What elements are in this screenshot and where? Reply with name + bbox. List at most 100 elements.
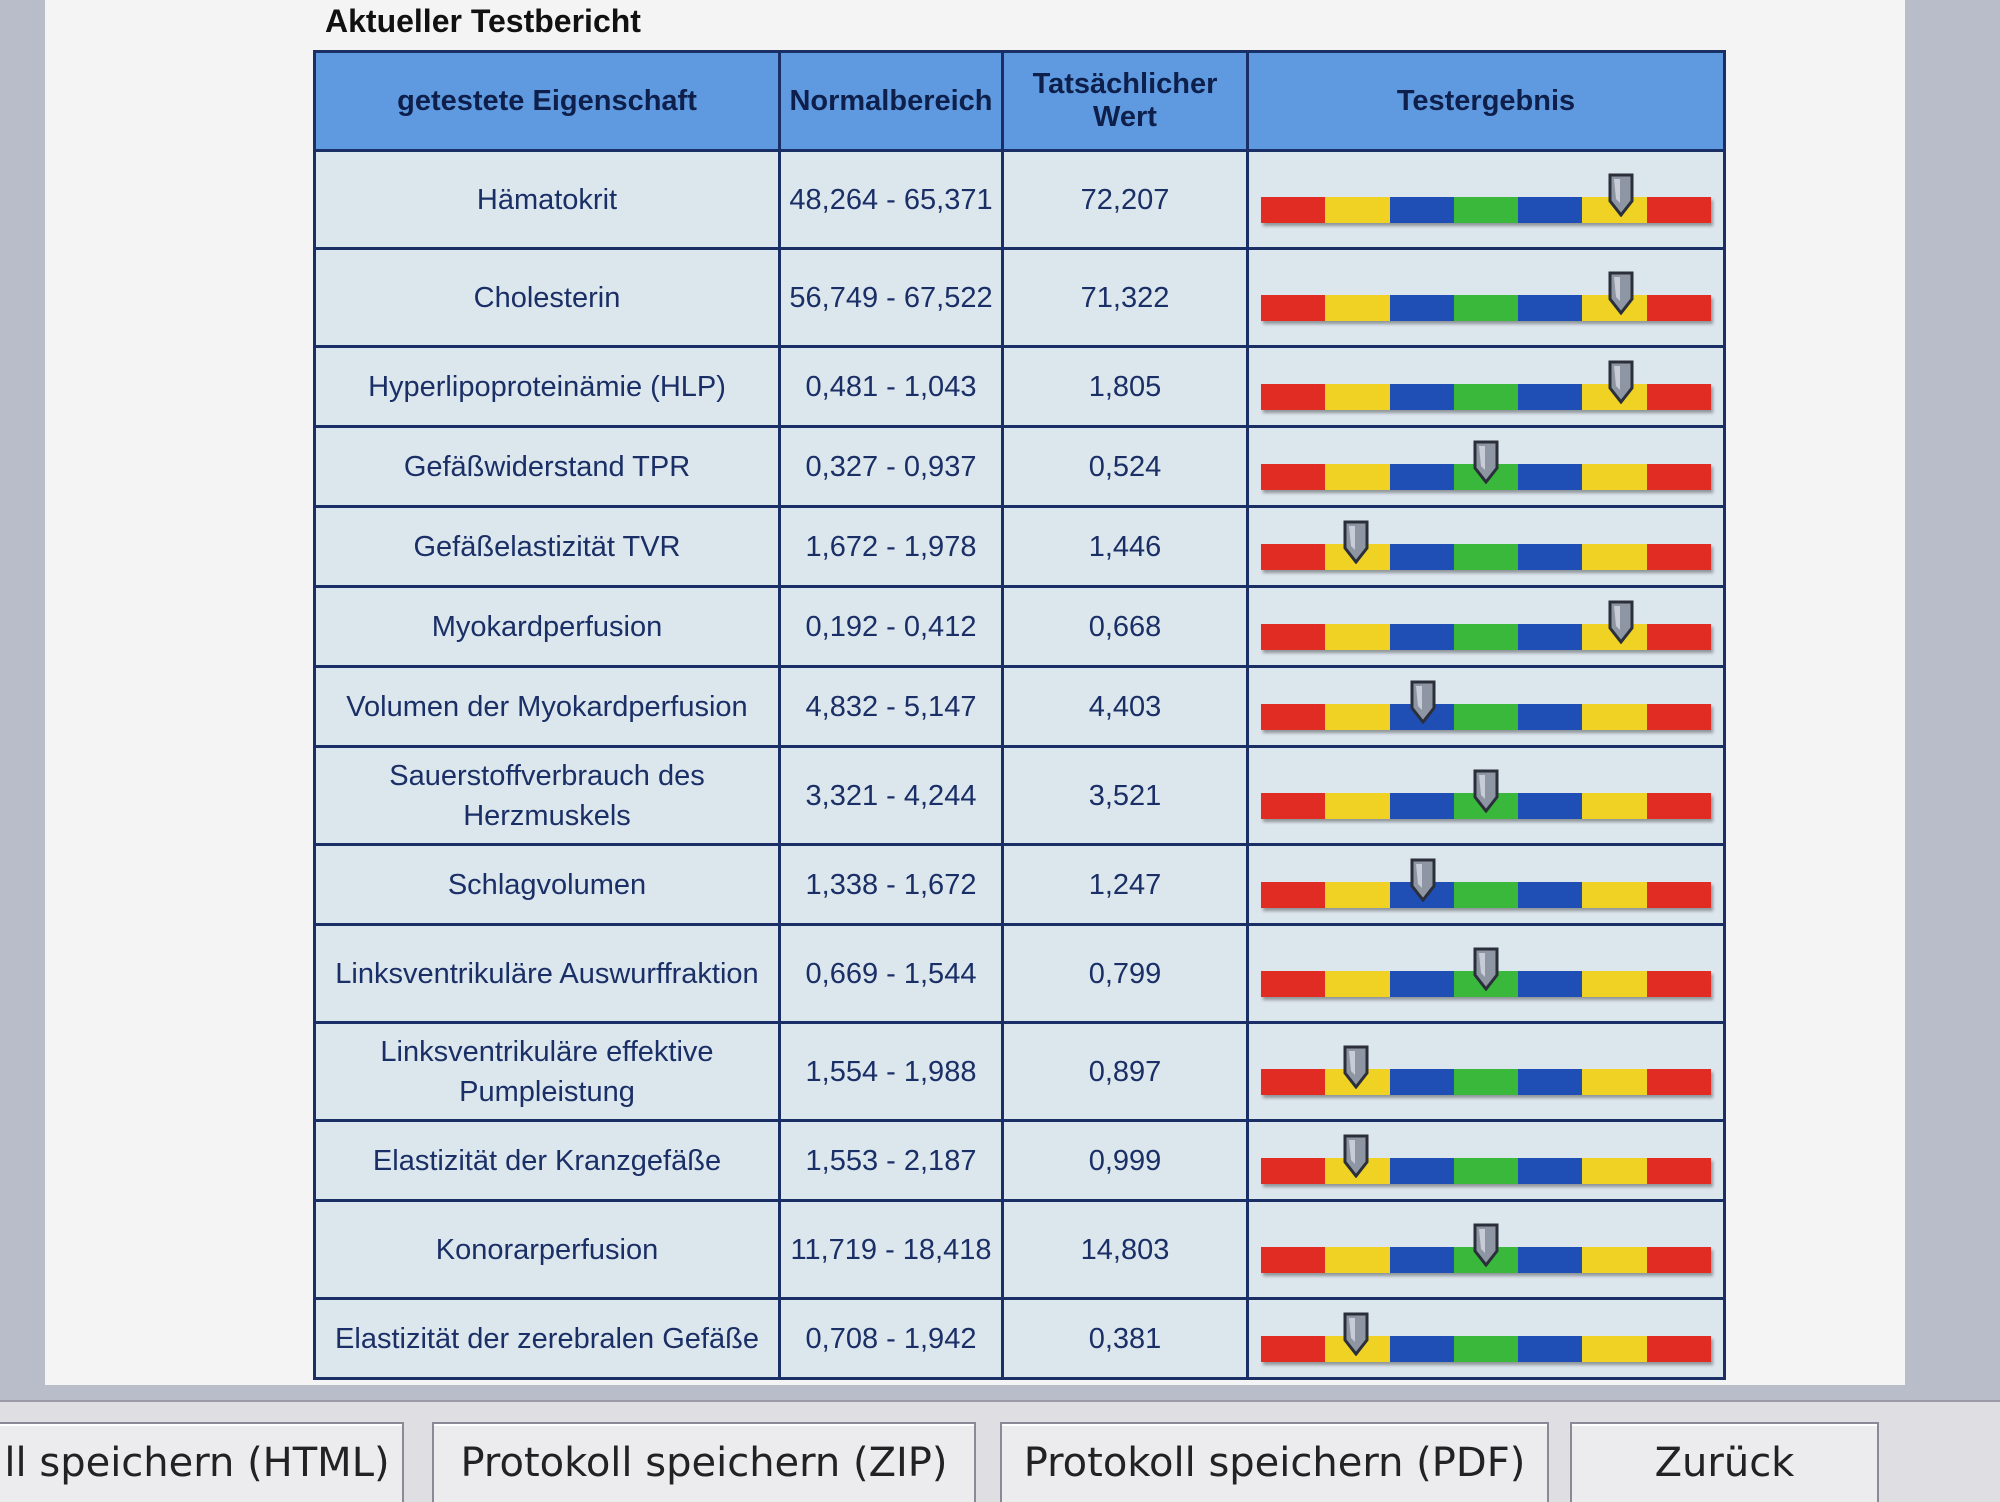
gauge-segment-yellow — [1325, 1246, 1390, 1273]
gauge-segment-yellow — [1325, 792, 1390, 819]
normal-range-cell: 11,719 - 18,418 — [778, 1199, 1004, 1300]
gauge-segment-blue — [1389, 792, 1454, 819]
property-cell: Schlagvolumen — [313, 843, 781, 926]
gauge-segment-blue — [1518, 623, 1583, 650]
gauge-marker-icon — [1608, 271, 1634, 315]
table-row: Gefäßwiderstand TPR 0,327 - 0,937 0,524 — [313, 425, 1726, 508]
result-gauge — [1261, 173, 1711, 227]
gauge-bar — [1261, 1068, 1711, 1095]
result-gauge-cell — [1246, 1297, 1726, 1380]
gauge-segment-blue — [1389, 623, 1454, 650]
normal-range-cell: 3,321 - 4,244 — [778, 745, 1004, 846]
gauge-segment-red — [1261, 1157, 1326, 1184]
gauge-segment-yellow — [1325, 463, 1390, 490]
result-gauge-cell — [1246, 585, 1726, 668]
gauge-segment-red — [1646, 970, 1711, 997]
gauge-marker-icon — [1608, 173, 1634, 217]
save-pdf-button[interactable]: Protokoll speichern (PDF) — [1000, 1422, 1549, 1502]
result-gauge-cell — [1246, 345, 1726, 428]
gauge-segment-yellow — [1325, 970, 1390, 997]
gauge-segment-blue — [1518, 543, 1583, 570]
gauge-segment-yellow — [1325, 881, 1390, 908]
gauge-segment-red — [1646, 792, 1711, 819]
report-page: Aktueller Testbericht getestete Eigensch… — [45, 0, 1905, 1385]
actual-value-cell: 0,897 — [1001, 1021, 1249, 1122]
gauge-segment-red — [1261, 463, 1326, 490]
gauge-segment-yellow — [1582, 543, 1647, 570]
result-gauge — [1261, 600, 1711, 654]
property-cell: Linksventrikuläre Auswurffraktion — [313, 923, 781, 1024]
gauge-segment-blue — [1389, 543, 1454, 570]
gauge-segment-blue — [1518, 703, 1583, 730]
gauge-segment-red — [1261, 196, 1326, 223]
back-button[interactable]: Zurück — [1570, 1422, 1879, 1502]
property-cell: Gefäßwiderstand TPR — [313, 425, 781, 508]
actual-value-cell: 71,322 — [1001, 247, 1249, 348]
button-bar: ll speichern (HTML) Protokoll speichern … — [0, 1400, 2000, 1502]
property-cell: Hyperlipoproteinämie (HLP) — [313, 345, 781, 428]
result-gauge — [1261, 1312, 1711, 1366]
gauge-segment-yellow — [1325, 383, 1390, 410]
gauge-segment-red — [1261, 1246, 1326, 1273]
actual-value-cell: 1,247 — [1001, 843, 1249, 926]
gauge-segment-red — [1261, 383, 1326, 410]
gauge-bar — [1261, 623, 1711, 650]
property-cell: Konorarperfusion — [313, 1199, 781, 1300]
table-row: Cholesterin 56,749 - 67,522 71,322 — [313, 247, 1726, 348]
table-row: Gefäßelastizität TVR 1,672 - 1,978 1,446 — [313, 505, 1726, 588]
gauge-segment-green — [1453, 1157, 1519, 1184]
save-html-button[interactable]: ll speichern (HTML) — [0, 1422, 404, 1502]
gauge-segment-blue — [1518, 1157, 1583, 1184]
gauge-segment-yellow — [1582, 792, 1647, 819]
actual-value-cell: 0,999 — [1001, 1119, 1249, 1202]
normal-range-cell: 0,708 - 1,942 — [778, 1297, 1004, 1380]
result-gauge-cell — [1246, 1119, 1726, 1202]
save-zip-button[interactable]: Protokoll speichern (ZIP) — [432, 1422, 976, 1502]
gauge-segment-blue — [1389, 463, 1454, 490]
result-gauge-cell — [1246, 505, 1726, 588]
table-row: Linksventrikuläre Auswurffraktion 0,669 -… — [313, 923, 1726, 1024]
property-cell: Myokardperfusion — [313, 585, 781, 668]
gauge-segment-red — [1261, 623, 1326, 650]
gauge-segment-red — [1261, 1335, 1326, 1362]
gauge-marker-icon — [1410, 680, 1436, 724]
gauge-segment-red — [1646, 543, 1711, 570]
gauge-segment-blue — [1389, 1335, 1454, 1362]
gauge-segment-green — [1453, 623, 1519, 650]
gauge-segment-green — [1453, 1335, 1519, 1362]
gauge-bar — [1261, 1335, 1711, 1362]
normal-range-cell: 1,338 - 1,672 — [778, 843, 1004, 926]
normal-range-cell: 56,749 - 67,522 — [778, 247, 1004, 348]
gauge-segment-blue — [1518, 970, 1583, 997]
result-gauge-cell — [1246, 665, 1726, 748]
result-gauge — [1261, 271, 1711, 325]
gauge-segment-blue — [1389, 1068, 1454, 1095]
gauge-bar — [1261, 703, 1711, 730]
normal-range-cell: 0,481 - 1,043 — [778, 345, 1004, 428]
gauge-segment-blue — [1518, 1246, 1583, 1273]
gauge-bar — [1261, 196, 1711, 223]
gauge-segment-red — [1261, 970, 1326, 997]
property-cell: Elastizität der zerebralen Gefäße — [313, 1297, 781, 1380]
gauge-segment-yellow — [1325, 623, 1390, 650]
gauge-segment-red — [1261, 881, 1326, 908]
gauge-segment-red — [1646, 1335, 1711, 1362]
header-actual-value: Tatsächlicher Wert — [1001, 50, 1249, 152]
gauge-segment-yellow — [1582, 1335, 1647, 1362]
table-row: Schlagvolumen 1,338 - 1,672 1,247 — [313, 843, 1726, 926]
result-gauge-cell — [1246, 843, 1726, 926]
gauge-segment-red — [1646, 196, 1711, 223]
actual-value-cell: 0,381 — [1001, 1297, 1249, 1380]
gauge-segment-blue — [1518, 881, 1583, 908]
gauge-segment-yellow — [1325, 703, 1390, 730]
gauge-marker-icon — [1343, 1312, 1368, 1356]
gauge-bar — [1261, 970, 1711, 997]
table-row: Hämatokrit 48,264 - 65,371 72,207 — [313, 149, 1726, 250]
result-gauge — [1261, 520, 1711, 574]
gauge-marker-icon — [1608, 600, 1634, 644]
table-row: Sauerstoffverbrauch des Herzmuskels 3,321… — [313, 745, 1726, 846]
result-gauge — [1261, 440, 1711, 494]
actual-value-cell: 14,803 — [1001, 1199, 1249, 1300]
gauge-segment-blue — [1389, 1246, 1454, 1273]
result-gauge — [1261, 360, 1711, 414]
